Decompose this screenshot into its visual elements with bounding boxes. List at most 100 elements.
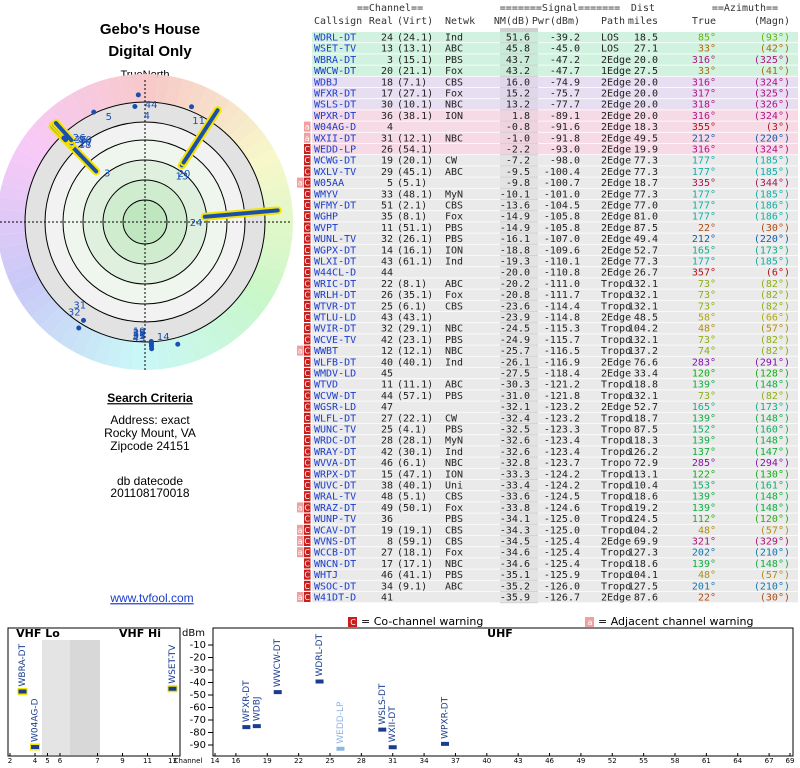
table-cell: -9.8 <box>506 178 530 189</box>
table-cell: WLXI-DT <box>314 257 356 268</box>
column-header: (Magn) <box>754 16 790 27</box>
table-cell: 73° <box>698 290 716 301</box>
color-ring-wedge <box>16 137 47 162</box>
table-cell: WEDD-LP <box>314 145 356 156</box>
column-group-header: Dist <box>631 3 655 14</box>
table-cell: WRAZ-DT <box>314 503 356 514</box>
table-cell: 2Edge <box>601 122 631 133</box>
table-cell: 45 <box>381 369 393 380</box>
table-cell: PBS <box>445 425 463 436</box>
color-ring-wedge <box>2 253 33 273</box>
x-tick-label: 37 <box>451 757 460 765</box>
warning-flag: C <box>304 201 310 210</box>
row-background <box>312 446 798 457</box>
table-cell: 2Edge <box>601 369 631 380</box>
x-tick-label: 11 <box>143 757 152 765</box>
site-link[interactable]: www.tvfool.com <box>109 591 193 605</box>
color-ring-wedge <box>31 117 61 145</box>
channel-label: 24 <box>190 218 203 229</box>
table-cell: WFXR-DT <box>314 89 356 100</box>
x-tick-label: 13 <box>168 757 177 765</box>
table-cell: 1.8 <box>512 111 530 122</box>
table-cell: CBS <box>445 525 463 536</box>
table-cell: 2Edge <box>601 357 631 368</box>
table-cell: (148°) <box>754 413 790 424</box>
table-cell: WCCB-DT <box>314 548 356 559</box>
table-cell: -91.8 <box>550 133 580 144</box>
x-tick-label: 52 <box>608 757 617 765</box>
table-cell: 27.1 <box>634 44 658 55</box>
table-cell: 27.5 <box>634 66 658 77</box>
table-cell: -24.9 <box>500 335 530 346</box>
table-cell: NBC <box>445 324 463 335</box>
table-cell: (148°) <box>754 380 790 391</box>
table-cell: 12 <box>381 346 393 357</box>
table-cell: WRAL-TV <box>314 492 356 503</box>
row-background <box>312 76 798 88</box>
table-cell: 47 <box>381 402 393 413</box>
legend-text: = Co-channel warning <box>361 615 483 628</box>
warning-flag-box <box>304 435 311 446</box>
table-cell: 132.1 <box>628 335 658 346</box>
table-cell: -123.3 <box>544 425 580 436</box>
x-tick-label: 46 <box>545 757 554 765</box>
table-cell: 139° <box>692 559 716 570</box>
table-cell: (24.1) <box>397 33 433 44</box>
channel-label: 26 <box>73 133 86 144</box>
table-cell: 177° <box>692 201 716 212</box>
table-cell: -7.2 <box>506 156 530 167</box>
table-cell: 73° <box>698 335 716 346</box>
row-background <box>312 311 798 323</box>
table-cell: WCWG-DT <box>314 156 356 167</box>
table-cell: 20.0 <box>634 111 658 122</box>
table-cell: PBS <box>445 570 463 581</box>
table-cell: PBS <box>445 223 463 234</box>
table-cell: (5.1) <box>397 492 427 503</box>
color-ring-wedge <box>229 299 259 327</box>
x-tick-label: 7 <box>95 757 99 765</box>
table-cell: 124.5 <box>628 514 658 525</box>
row-background <box>312 479 798 491</box>
table-cell: 132.1 <box>628 290 658 301</box>
table-cell: Tropo <box>601 492 631 503</box>
table-cell: ION <box>445 469 463 480</box>
color-ring-wedge <box>49 100 77 131</box>
table-cell: 201° <box>692 581 716 592</box>
color-ring-wedge <box>257 171 288 191</box>
channel-label: 31 <box>73 301 86 312</box>
table-cell: 127.3 <box>628 548 658 559</box>
legend-swatch <box>585 617 594 627</box>
row-background <box>312 345 798 356</box>
y-tick-label: -40 <box>190 678 206 689</box>
row-background <box>312 54 798 65</box>
table-cell: 202° <box>692 548 716 559</box>
table-cell: (42°) <box>760 44 790 55</box>
table-cell: -110.8 <box>544 268 580 279</box>
warning-flag: a <box>305 123 310 132</box>
table-cell: WVNS-DT <box>314 537 356 548</box>
table-cell: WUNP-TV <box>314 514 356 525</box>
table-cell: (27.1) <box>397 89 433 100</box>
table-cell: Uni <box>445 481 463 492</box>
signal-bar <box>202 208 280 219</box>
vhf-gap-band <box>42 640 70 755</box>
row-background <box>312 255 798 267</box>
warning-flag: C <box>304 145 310 154</box>
x-tick-label: 69 <box>786 757 795 765</box>
y-tick-label: -60 <box>190 703 206 714</box>
warning-flag: C <box>304 459 310 468</box>
warning-flag: C <box>304 313 310 322</box>
table-cell: (45.1) <box>397 167 433 178</box>
table-cell: 132.1 <box>628 279 658 290</box>
table-cell: 132.1 <box>628 391 658 402</box>
table-cell: WGHP <box>314 212 338 223</box>
x-tick-label: 2 <box>8 757 12 765</box>
table-cell: LOS <box>601 44 619 55</box>
warning-flag: C <box>304 380 310 389</box>
uhf-frame <box>212 627 794 757</box>
table-cell: (43.1) <box>397 313 433 324</box>
signal-dot <box>76 325 82 331</box>
table-cell: Tropo <box>601 380 631 391</box>
table-cell: -121.2 <box>544 380 580 391</box>
channel-label: 5 <box>106 112 112 123</box>
